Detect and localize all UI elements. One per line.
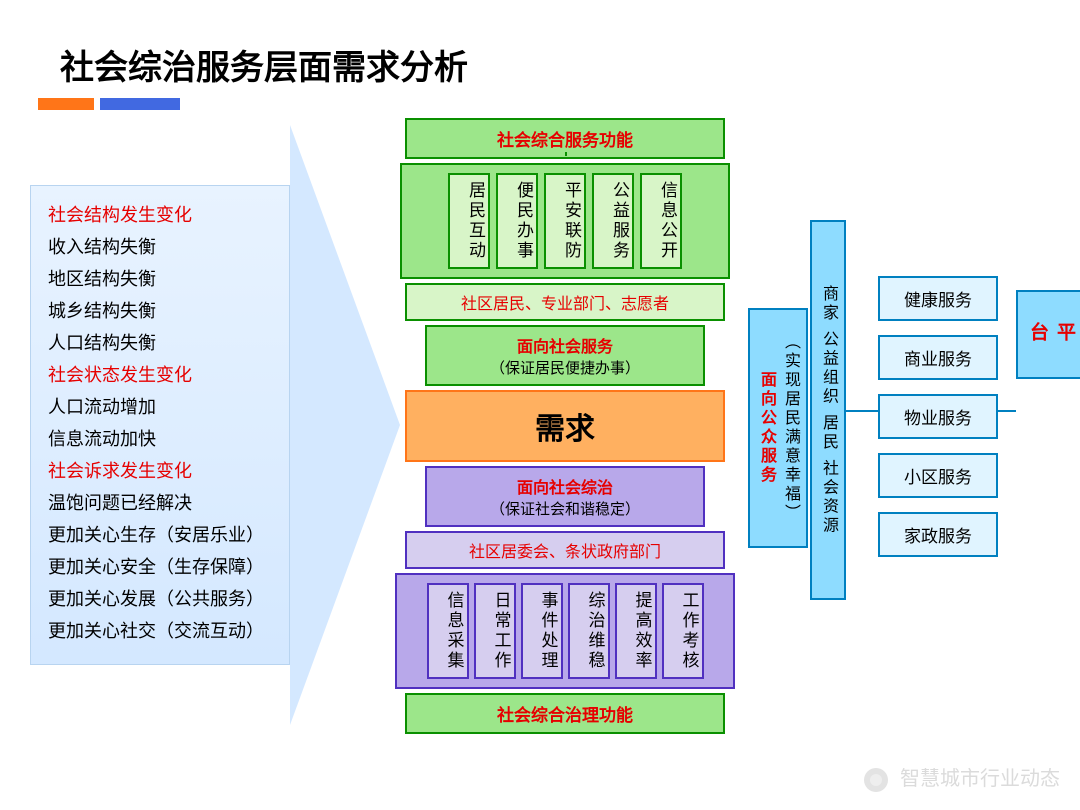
- accent-blue: [100, 98, 180, 110]
- top-green-title: 社会综合服务功能: [497, 131, 633, 150]
- purple-vblock: 日常工作: [474, 583, 516, 679]
- title-bar: 社会综治服务层面需求分析: [0, 0, 1080, 99]
- bottom-green-title-box: 社会综合治理功能: [405, 693, 725, 734]
- connector-cyan: [846, 410, 878, 412]
- service-item: 物业服务: [878, 394, 998, 439]
- list-item: 人口结构失衡: [48, 327, 308, 359]
- watermark: 智慧城市行业动态: [864, 762, 1060, 792]
- mid-purple-sub: （保证社会和谐稳定）: [427, 498, 703, 519]
- bottom-green-title: 社会综合治理功能: [497, 706, 633, 725]
- center-flow: 社会综合服务功能 居民互动便民办事平安联防公益服务信息公开 社区居民、专业部门、…: [390, 118, 740, 734]
- green-vblock: 公益服务: [592, 173, 634, 269]
- accent-bars: [38, 98, 180, 110]
- mid-purple-title: 面向社会综治: [427, 474, 703, 498]
- green-vblock: 平安联防: [544, 173, 586, 269]
- list-item: 温饱问题已经解决: [48, 487, 308, 519]
- mid-green-box: 面向社会服务 （保证居民便捷办事）: [425, 325, 705, 386]
- service-list: 健康服务商业服务物业服务小区服务家政服务: [878, 276, 998, 571]
- list-item: 人口流动增加: [48, 391, 308, 423]
- core-demand-box: 需求: [405, 390, 725, 462]
- purple-vblock: 信息采集: [427, 583, 469, 679]
- list-item: 地区结构失衡: [48, 263, 308, 295]
- service-item: 家政服务: [878, 512, 998, 557]
- five-green-container: 居民互动便民办事平安联防公益服务信息公开: [400, 163, 730, 279]
- left-arrow-panel: 社会结构发生变化收入结构失衡地区结构失衡城乡结构失衡人口结构失衡社会状态发生变化…: [30, 185, 360, 665]
- purple-vblock: 提高效率: [615, 583, 657, 679]
- purple-vblock: 事件处理: [521, 583, 563, 679]
- left-list: 社会结构发生变化收入结构失衡地区结构失衡城乡结构失衡人口结构失衡社会状态发生变化…: [48, 199, 308, 647]
- cyan-v1: （实现居民满意幸福） 面向公众服务: [748, 308, 808, 548]
- service-item: 小区服务: [878, 453, 998, 498]
- cyan-v2-text: 商家 公益组织 居民 社会资源: [820, 285, 837, 535]
- wechat-icon: [864, 768, 888, 792]
- list-item: 更加关心安全（生存保障）: [48, 551, 308, 583]
- list-item: 更加关心社交（交流互动）: [48, 615, 308, 647]
- actors-purple-box: 社区居委会、条状政府部门: [405, 531, 725, 569]
- mid-green-title: 面向社会服务: [427, 333, 703, 357]
- service-item: 健康服务: [878, 276, 998, 321]
- six-purple-container: 信息采集日常工作事件处理综治维稳提高效率工作考核: [395, 573, 735, 689]
- core-demand: 需求: [535, 413, 595, 446]
- platform-box: 公众服务平台: [1016, 290, 1080, 379]
- list-item: 社会结构发生变化: [48, 199, 308, 231]
- cyan-v1-sub: （实现居民满意幸福）: [782, 333, 799, 523]
- list-item: 信息流动加快: [48, 423, 308, 455]
- connector-line: [565, 152, 567, 156]
- green-vblock: 居民互动: [448, 173, 490, 269]
- service-item: 商业服务: [878, 335, 998, 380]
- cyan-v1-title: 面向公众服务: [758, 371, 775, 485]
- page-title: 社会综治服务层面需求分析: [60, 40, 1080, 89]
- list-item: 收入结构失衡: [48, 231, 308, 263]
- list-item: 更加关心发展（公共服务）: [48, 583, 308, 615]
- watermark-text: 智慧城市行业动态: [900, 768, 1060, 790]
- mid-purple-box: 面向社会综治 （保证社会和谐稳定）: [425, 466, 705, 527]
- green-vblock: 信息公开: [640, 173, 682, 269]
- mid-green-sub: （保证居民便捷办事）: [427, 357, 703, 378]
- connector-cyan: [998, 410, 1016, 412]
- accent-orange: [38, 98, 94, 110]
- actors-purple: 社区居委会、条状政府部门: [469, 544, 661, 561]
- purple-vblock: 综治维稳: [568, 583, 610, 679]
- list-item: 社会诉求发生变化: [48, 455, 308, 487]
- purple-vblock: 工作考核: [662, 583, 704, 679]
- actors-green: 社区居民、专业部门、志愿者: [461, 296, 669, 313]
- list-item: 社会状态发生变化: [48, 359, 308, 391]
- actors-green-box: 社区居民、专业部门、志愿者: [405, 283, 725, 321]
- cyan-v2: 商家 公益组织 居民 社会资源: [810, 220, 846, 600]
- platform-text: 公众服务平台: [1027, 322, 1080, 347]
- list-item: 城乡结构失衡: [48, 295, 308, 327]
- list-item: 更加关心生存（安居乐业）: [48, 519, 308, 551]
- green-vblock: 便民办事: [496, 173, 538, 269]
